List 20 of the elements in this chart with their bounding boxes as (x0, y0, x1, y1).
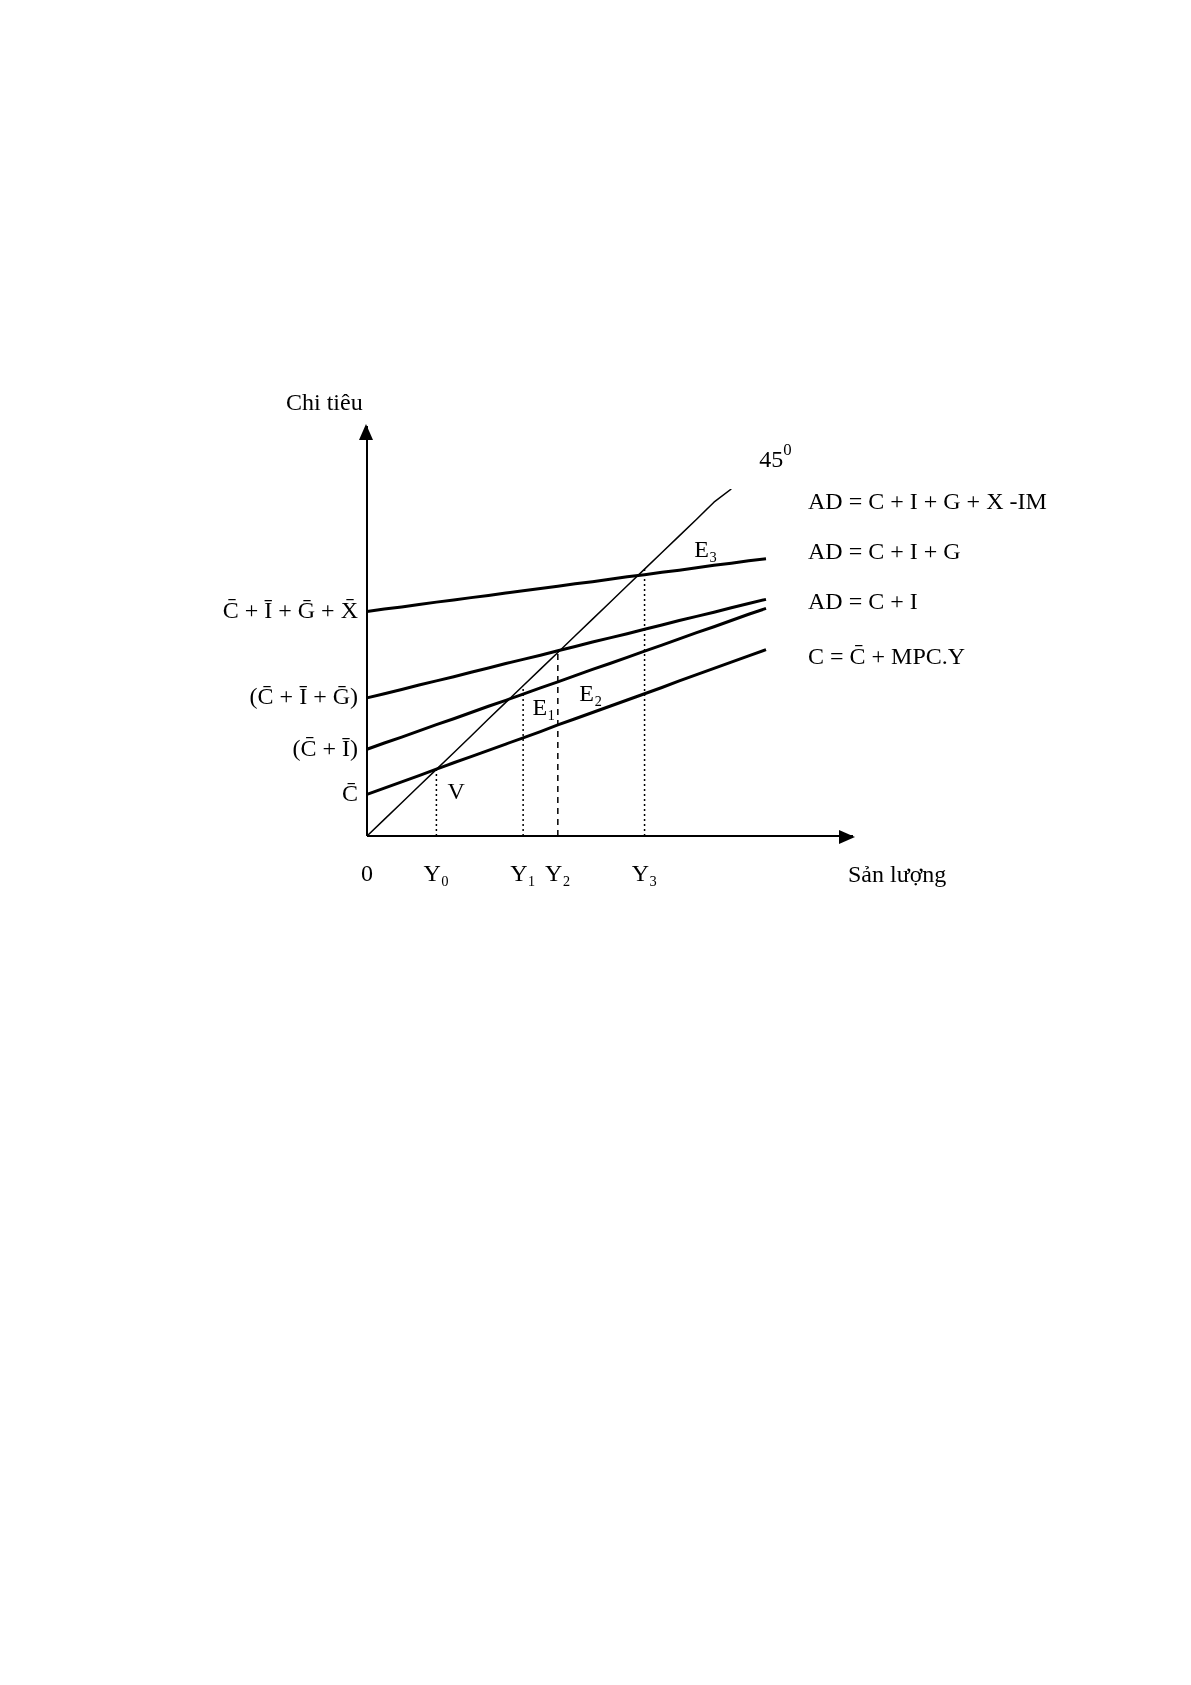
x-tick-label: Y₂ (544, 860, 571, 887)
annotation: E₁ (532, 693, 556, 720)
x-axis-title: Sản lượng (848, 861, 947, 887)
text: (C̄ + Ī + Ḡ) (249, 683, 358, 710)
x-tick-label: Y₀ (423, 860, 450, 887)
text: 45$^{0}$ (759, 440, 792, 472)
series-label: AD = C + I (808, 587, 918, 614)
text: AD = C + I + G (808, 537, 961, 564)
annotation: E₂ (579, 679, 603, 706)
text: (C̄ + Ī) (292, 734, 358, 761)
x-tick-label: Y₁ (510, 860, 536, 887)
x-tick-label: Y₃ (631, 860, 658, 887)
x-tick-label: 0 (361, 860, 373, 887)
annotation: V (447, 777, 466, 804)
text: AD = C + I + G + X -IM (808, 487, 1047, 514)
y-axis-title: Chi tiêu (286, 389, 363, 415)
annotation: E₃ (694, 535, 718, 562)
series-label: C = C̄ + MPC.Y (808, 642, 966, 669)
text: C̄ (341, 779, 358, 806)
text: C̄ + Ī + Ḡ + X̄ (222, 596, 358, 623)
